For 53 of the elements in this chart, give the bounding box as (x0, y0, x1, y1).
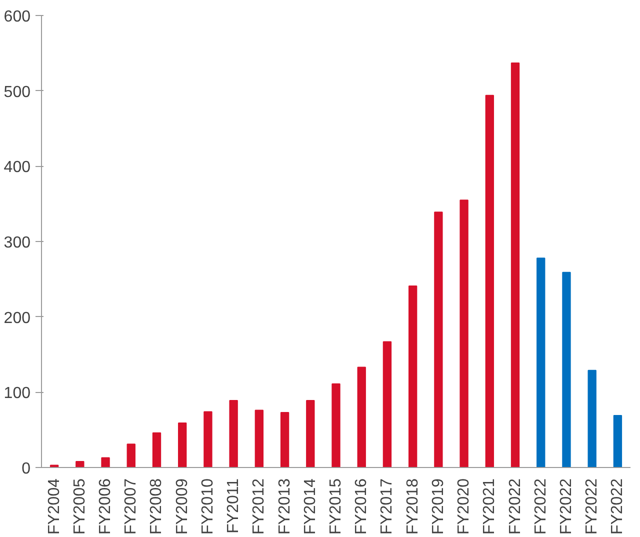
y-tick-label: 600 (4, 8, 31, 26)
x-tick-label: FY2022 (584, 478, 601, 535)
x-tick-label: FY2019 (430, 478, 447, 535)
x-tick-label: FY2018 (404, 478, 422, 535)
x-tick-label: FY2013 (276, 478, 294, 535)
bar (510, 62, 520, 468)
x-tick-label: FY2004 (46, 478, 63, 535)
x-tick-label: FY2017 (378, 478, 396, 535)
x-tick-label: FY2007 (122, 478, 140, 535)
y-tick-label: 100 (4, 385, 31, 402)
x-tick-label: FY2022 (558, 478, 575, 535)
bar (613, 415, 622, 468)
bar (76, 460, 84, 468)
x-tick-label: FY2022 (609, 478, 626, 535)
bar (280, 412, 290, 468)
x-tick-label: FY2008 (148, 478, 166, 535)
bar (408, 285, 418, 468)
bar (460, 200, 468, 468)
bar (536, 258, 546, 468)
x-tick-label: FY2012 (250, 478, 268, 535)
bar (101, 457, 110, 468)
bar (152, 432, 162, 468)
bar (306, 400, 315, 468)
y-tick-label: 300 (4, 234, 31, 252)
x-tick-label: FY2021 (481, 478, 498, 535)
y-tick-label: 400 (4, 159, 31, 176)
x-tick-label: FY2014 (302, 478, 319, 535)
x-tick-label: FY2006 (97, 478, 114, 535)
x-tick-label: FY2015 (328, 478, 344, 535)
x-tick-label: FY2020 (456, 478, 473, 535)
x-tick-label: FY2016 (353, 478, 370, 535)
bar (229, 400, 238, 468)
x-tick-label: FY2022 (506, 478, 524, 535)
y-tick-label: 500 (4, 84, 31, 101)
bar (562, 272, 571, 468)
x-tick-label: FY2005 (71, 478, 88, 535)
bar (485, 94, 494, 468)
x-tick-label: FY2011 (225, 478, 242, 534)
x-tick-label: FY2010 (199, 478, 216, 535)
bar (332, 383, 340, 468)
x-tick-label: FY2022 (532, 478, 550, 535)
bar (357, 366, 366, 468)
bar (126, 444, 136, 468)
bar (204, 411, 212, 468)
y-tick-label: 0 (22, 460, 31, 478)
bar (382, 341, 392, 468)
x-tick-label: FY2009 (174, 478, 191, 535)
bar (50, 464, 59, 468)
bar (434, 212, 443, 468)
bar (254, 410, 264, 468)
bar (588, 370, 596, 468)
bar (178, 422, 187, 468)
y-tick-label: 200 (4, 310, 31, 327)
